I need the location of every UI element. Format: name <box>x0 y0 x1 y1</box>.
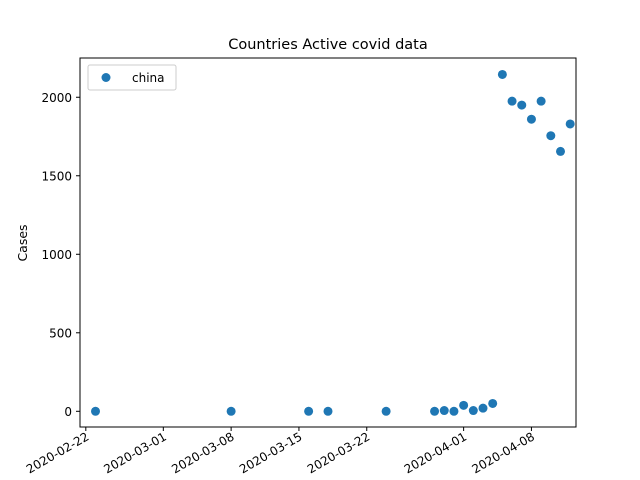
data-point <box>478 403 488 413</box>
data-point <box>226 406 236 416</box>
data-point <box>526 114 536 124</box>
data-point <box>556 146 565 156</box>
legend-marker <box>101 73 111 82</box>
legend-label: china <box>132 71 165 85</box>
data-point <box>468 406 478 416</box>
data-point <box>546 131 556 141</box>
y-tick-label: 1000 <box>41 248 72 262</box>
chart-title: Countries Active covid data <box>228 37 428 53</box>
data-point <box>381 406 391 416</box>
x-tick-label: 2020-03-22 <box>305 429 372 476</box>
x-tick-label: 2020-03-01 <box>101 429 168 476</box>
plot-frame <box>79 57 577 428</box>
data-point <box>91 406 100 416</box>
y-tick-label: 2000 <box>41 91 72 105</box>
y-axis-label: Cases <box>15 224 30 261</box>
y-tick-label: 500 <box>49 326 72 340</box>
x-tick-label: 2020-04-08 <box>470 429 537 476</box>
data-point <box>323 406 333 416</box>
y-tick-label: 1500 <box>41 169 72 183</box>
data-point <box>497 69 507 79</box>
y-tick-label: 0 <box>64 405 72 419</box>
data-point <box>459 400 469 410</box>
x-tick-label: 2020-02-22 <box>24 429 91 476</box>
data-point <box>536 96 546 106</box>
data-point <box>304 406 314 416</box>
data-point <box>517 100 527 110</box>
data-point <box>488 398 498 408</box>
legend: china <box>87 64 177 91</box>
x-tick-label: 2020-03-15 <box>237 429 304 476</box>
x-tick-label: 2020-03-08 <box>169 429 236 476</box>
legend-box <box>87 64 177 91</box>
data-point <box>430 406 440 416</box>
data-point <box>565 119 575 129</box>
data-point <box>439 406 449 416</box>
data-point <box>507 96 517 106</box>
data-point <box>449 406 459 416</box>
x-tick-label: 2020-04-01 <box>402 429 469 476</box>
